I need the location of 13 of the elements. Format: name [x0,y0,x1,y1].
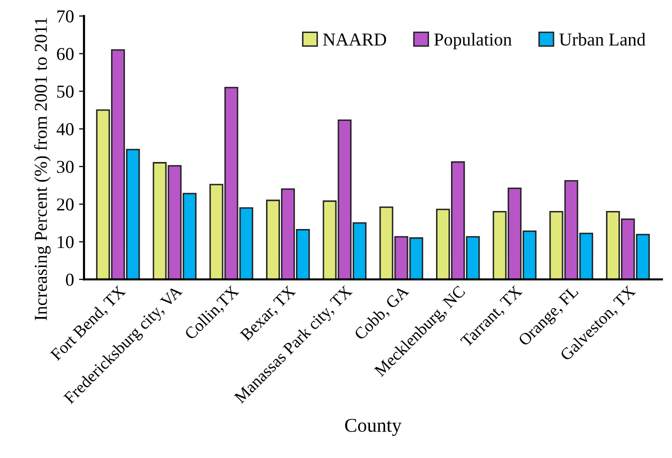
y-tick-label: 20 [57,198,74,211]
y-tick-label: 30 [57,160,74,173]
y-tick-label: 0 [66,274,74,286]
legend-label: Urban Land [559,32,646,46]
legend-label: Population [434,32,512,50]
y-tick-label: 50 [57,86,74,98]
y-axis-title: Increasing Percent (%) from 2001 to 2011 [34,18,51,320]
y-tick-label: 70 [57,10,74,22]
x-axis-title: County [345,418,402,436]
y-tick-label: 10 [58,236,74,248]
y-tick-label: 60 [57,48,74,60]
y-tick-label: 40 [56,123,74,136]
legend-label: NAARD [323,34,386,46]
